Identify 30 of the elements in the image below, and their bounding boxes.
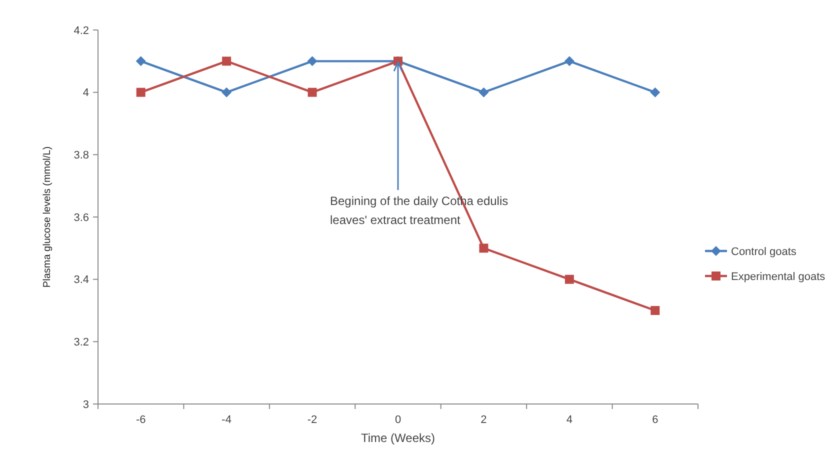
x-tick-label: 2 bbox=[480, 414, 487, 426]
point bbox=[564, 56, 574, 66]
x-tick-label: 6 bbox=[652, 414, 658, 426]
y-tick-label: 3.6 bbox=[74, 212, 89, 224]
point bbox=[479, 244, 488, 253]
point bbox=[308, 88, 317, 97]
y-tick-label: 3.2 bbox=[74, 336, 89, 349]
legend-label: Experimental goats bbox=[731, 270, 826, 283]
x-axis-title: Time (Weeks) bbox=[360, 431, 436, 445]
point bbox=[222, 87, 232, 98]
point bbox=[136, 56, 146, 66]
y-axis-title: Plasma glucose levels (mmol/L) bbox=[42, 146, 53, 288]
x-tick-label: 4 bbox=[566, 414, 572, 426]
y-tick-label: 3.4 bbox=[74, 274, 89, 286]
y-tick-label: 4 bbox=[82, 87, 89, 100]
y-tick-label: 4.2 bbox=[74, 24, 89, 37]
x-tick-label: 0 bbox=[394, 414, 402, 426]
x-tick-label: -4 bbox=[222, 414, 232, 426]
point bbox=[650, 87, 660, 98]
x-tick-label: -6 bbox=[136, 414, 146, 426]
point bbox=[307, 56, 318, 66]
point bbox=[564, 274, 574, 284]
point bbox=[478, 87, 489, 98]
point bbox=[650, 306, 660, 315]
legend-label: Control goats bbox=[731, 246, 797, 258]
y-tick-label: 3 bbox=[82, 398, 89, 411]
x-tick-label: -2 bbox=[307, 414, 318, 426]
point bbox=[136, 88, 146, 97]
point bbox=[222, 56, 232, 66]
y-tick-label: 3.8 bbox=[74, 150, 89, 162]
